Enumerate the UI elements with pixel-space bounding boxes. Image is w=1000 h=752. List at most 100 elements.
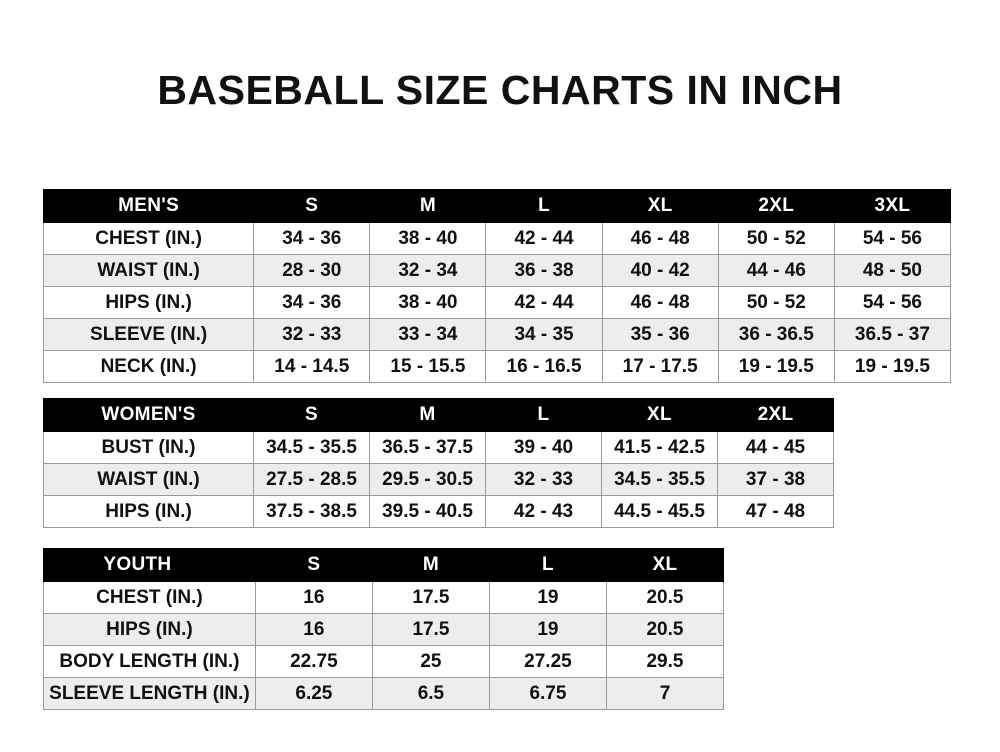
measurement-cell: 47 - 48 (717, 495, 834, 528)
measurement-cell: 36 - 36.5 (717, 318, 835, 351)
measurement-cell: 36 - 38 (485, 254, 603, 287)
mens-row-label: NECK (IN.) (42, 350, 255, 383)
measurement-cell: 44.5 - 45.5 (601, 495, 718, 528)
table-row: WAIST (IN.) 28 - 30 32 - 34 36 - 38 40 - 42 4… (42, 254, 952, 287)
mens-column-header-xl: XL (601, 189, 719, 223)
measurement-cell: 44 - 45 (717, 431, 834, 464)
womens-row-label: WAIST (IN.) (43, 463, 254, 496)
table-row: HIPS (IN.) 34 - 36 38 - 40 42 - 44 46 - 48 50… (42, 286, 952, 319)
mens-row-label: CHEST (IN.) (42, 222, 255, 255)
mens-column-header-3xl: 3XL (833, 189, 952, 223)
youth-row-label: CHEST (IN.) (43, 581, 256, 614)
youth-column-header-l: L (488, 548, 607, 582)
measurement-cell: 39.5 - 40.5 (369, 495, 486, 528)
mens-header-row: MEN'S S M L XL 2XL 3XL (42, 189, 952, 223)
mens-column-header-m: M (369, 189, 487, 223)
measurement-cell: 25 (371, 645, 490, 678)
measurement-cell: 38 - 40 (369, 222, 487, 255)
youth-table-label: YOUTH (43, 548, 256, 582)
mens-table-label: MEN'S (42, 189, 255, 223)
mens-table-head: MEN'S S M L XL 2XL 3XL (42, 189, 952, 223)
measurement-cell: 42 - 44 (485, 286, 603, 319)
measurement-cell: 48 - 50 (833, 254, 952, 287)
measurement-cell: 16 (254, 581, 373, 614)
measurement-cell: 50 - 52 (717, 222, 835, 255)
measurement-cell: 15 - 15.5 (369, 350, 487, 383)
page-title: BASEBALL SIZE CHARTS IN INCH (157, 67, 843, 113)
womens-table-body: BUST (IN.) 34.5 - 35.5 36.5 - 37.5 39 - 40 4… (43, 431, 834, 528)
mens-row-label: HIPS (IN.) (42, 286, 255, 319)
measurement-cell: 34.5 - 35.5 (253, 431, 370, 464)
youth-size-table: YOUTH S M L XL CHEST (IN.) 16 17.5 19 20.5 HIPS (… (43, 548, 725, 710)
measurement-cell: 40 - 42 (601, 254, 719, 287)
measurement-cell: 16 (254, 613, 373, 646)
mens-size-table: MEN'S S M L XL 2XL 3XL CHEST (IN.) 34 - 36 38 - … (42, 189, 952, 383)
youth-column-header-xl: XL (605, 548, 725, 582)
measurement-cell: 6.25 (254, 677, 373, 710)
table-row: SLEEVE LENGTH (IN.) 6.25 6.5 6.75 7 (43, 677, 725, 710)
measurement-cell: 46 - 48 (601, 222, 719, 255)
womens-table-label: WOMEN'S (43, 398, 254, 432)
womens-column-header-l: L (485, 398, 602, 432)
table-row: CHEST (IN.) 16 17.5 19 20.5 (43, 581, 725, 614)
measurement-cell: 28 - 30 (253, 254, 371, 287)
measurement-cell: 27.5 - 28.5 (253, 463, 370, 496)
measurement-cell: 38 - 40 (369, 286, 487, 319)
measurement-cell: 33 - 34 (369, 318, 487, 351)
measurement-cell: 34 - 36 (253, 286, 371, 319)
measurement-cell: 7 (605, 677, 725, 710)
womens-table-head: WOMEN'S S M L XL 2XL (43, 398, 834, 432)
measurement-cell: 20.5 (605, 613, 725, 646)
measurement-cell: 54 - 56 (833, 222, 952, 255)
womens-column-header-2xl: 2XL (717, 398, 834, 432)
womens-row-label: BUST (IN.) (43, 431, 254, 464)
youth-column-header-m: M (371, 548, 490, 582)
measurement-cell: 6.75 (488, 677, 607, 710)
table-row: SLEEVE (IN.) 32 - 33 33 - 34 34 - 35 35 - 36… (42, 318, 952, 351)
measurement-cell: 32 - 33 (253, 318, 371, 351)
mens-table-body: CHEST (IN.) 34 - 36 38 - 40 42 - 44 46 - 48 5… (42, 222, 952, 383)
mens-column-header-l: L (485, 189, 603, 223)
measurement-cell: 35 - 36 (601, 318, 719, 351)
measurement-cell: 44 - 46 (717, 254, 835, 287)
measurement-cell: 46 - 48 (601, 286, 719, 319)
table-row: HIPS (IN.) 37.5 - 38.5 39.5 - 40.5 42 - 43 4… (43, 495, 834, 528)
measurement-cell: 39 - 40 (485, 431, 602, 464)
table-row: BUST (IN.) 34.5 - 35.5 36.5 - 37.5 39 - 40 4… (43, 431, 834, 464)
womens-column-header-m: M (369, 398, 486, 432)
table-row: HIPS (IN.) 16 17.5 19 20.5 (43, 613, 725, 646)
mens-column-header-s: S (253, 189, 371, 223)
table-row: WAIST (IN.) 27.5 - 28.5 29.5 - 30.5 32 - 33… (43, 463, 834, 496)
youth-header-row: YOUTH S M L XL (43, 548, 725, 582)
measurement-cell: 29.5 (605, 645, 725, 678)
measurement-cell: 17 - 17.5 (601, 350, 719, 383)
measurement-cell: 17.5 (371, 613, 490, 646)
measurement-cell: 17.5 (371, 581, 490, 614)
measurement-cell: 19 (488, 581, 607, 614)
table-row: BODY LENGTH (IN.) 22.75 25 27.25 29.5 (43, 645, 725, 678)
table-row: NECK (IN.) 14 - 14.5 15 - 15.5 16 - 16.5 17 … (42, 350, 952, 383)
measurement-cell: 36.5 - 37.5 (369, 431, 486, 464)
measurement-cell: 36.5 - 37 (833, 318, 952, 351)
measurement-cell: 20.5 (605, 581, 725, 614)
measurement-cell: 19 - 19.5 (717, 350, 835, 383)
womens-column-header-xl: XL (601, 398, 718, 432)
youth-row-label: BODY LENGTH (IN.) (43, 645, 256, 678)
measurement-cell: 42 - 43 (485, 495, 602, 528)
measurement-cell: 27.25 (488, 645, 607, 678)
womens-column-header-s: S (253, 398, 370, 432)
youth-row-label: SLEEVE LENGTH (IN.) (43, 677, 256, 710)
measurement-cell: 32 - 34 (369, 254, 487, 287)
measurement-cell: 16 - 16.5 (485, 350, 603, 383)
mens-column-header-2xl: 2XL (717, 189, 835, 223)
measurement-cell: 37.5 - 38.5 (253, 495, 370, 528)
measurement-cell: 54 - 56 (833, 286, 952, 319)
table-row: CHEST (IN.) 34 - 36 38 - 40 42 - 44 46 - 48 5… (42, 222, 952, 255)
youth-column-header-s: S (254, 548, 373, 582)
mens-row-label: SLEEVE (IN.) (42, 318, 255, 351)
measurement-cell: 14 - 14.5 (253, 350, 371, 383)
womens-header-row: WOMEN'S S M L XL 2XL (43, 398, 834, 432)
measurement-cell: 41.5 - 42.5 (601, 431, 718, 464)
measurement-cell: 19 - 19.5 (833, 350, 952, 383)
